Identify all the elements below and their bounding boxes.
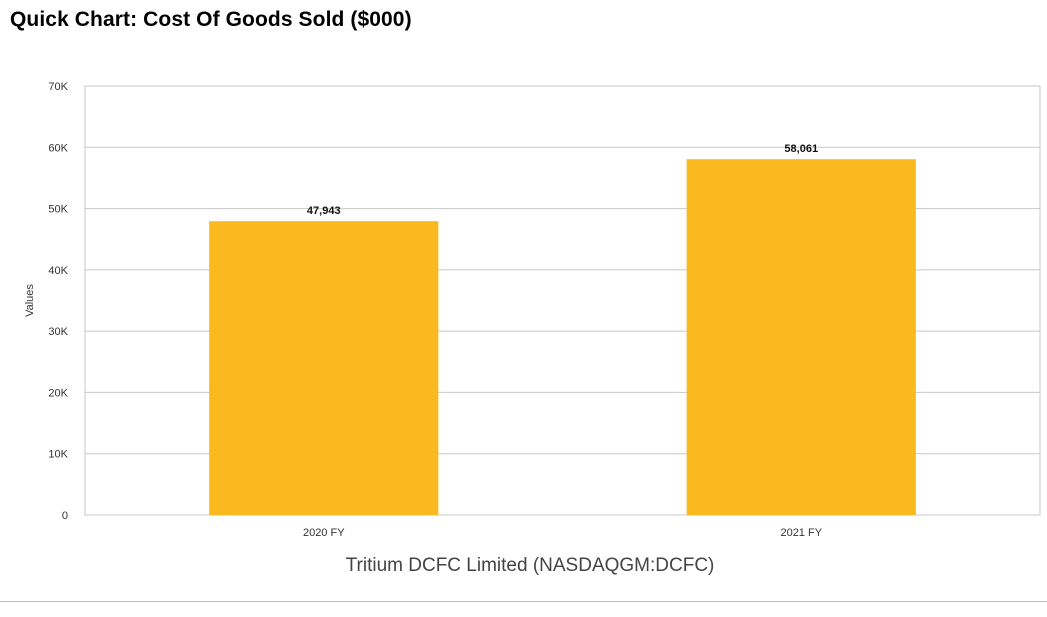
bar-chart: 0 10K 20K 30K 40K 50K 60K 70K 47,943 58,061 2020… <box>24 81 1041 539</box>
y-tick-label: 40K <box>48 265 68 277</box>
y-tick-label: 50K <box>48 204 68 216</box>
divider <box>0 601 1047 602</box>
bar-value-label: 58,061 <box>784 143 818 155</box>
x-tick-label: 2020 FY <box>303 527 345 539</box>
bar <box>209 221 439 515</box>
bars <box>209 159 916 516</box>
y-tick-label: 10K <box>48 449 68 461</box>
x-axis-ticks: 2020 FY 2021 FY <box>303 527 823 539</box>
y-tick-label: 70K <box>48 81 68 93</box>
y-tick-label: 60K <box>48 142 68 154</box>
y-axis-label: Values <box>24 284 36 317</box>
x-axis-label: Tritium DCFC Limited (NASDAQGM:DCFC) <box>345 555 715 576</box>
y-tick-label: 0 <box>62 510 68 522</box>
bar-value-label: 47,943 <box>307 205 341 217</box>
x-tick-label: 2021 FY <box>780 527 822 539</box>
y-axis-ticks: 0 10K 20K 30K 40K 50K 60K 70K <box>48 81 68 522</box>
bar <box>686 159 916 516</box>
chart-title: Quick Chart: Cost Of Goods Sold ($000) <box>10 8 412 31</box>
y-tick-label: 20K <box>48 387 68 399</box>
data-labels: 47,943 58,061 <box>307 143 818 217</box>
y-tick-label: 30K <box>48 326 68 338</box>
